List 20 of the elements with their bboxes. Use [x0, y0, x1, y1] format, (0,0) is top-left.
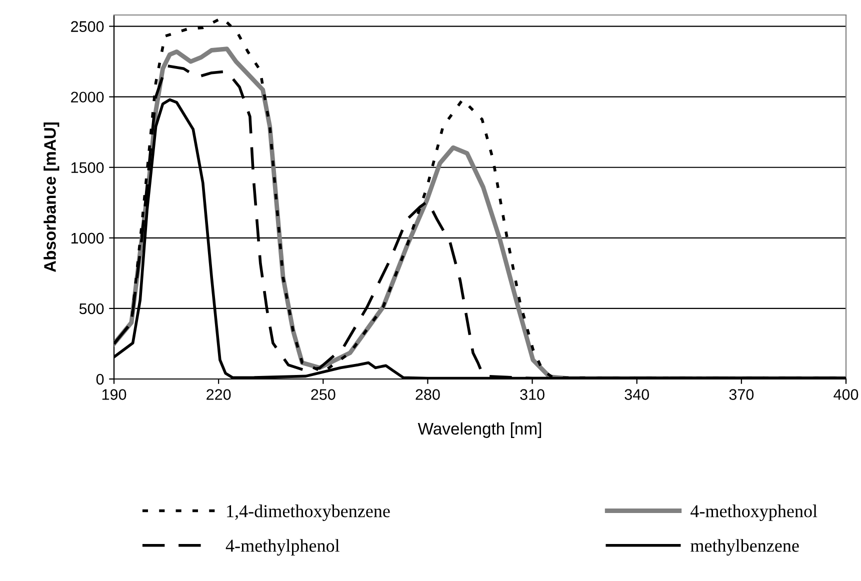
- x-tick-label: 190: [102, 389, 126, 400]
- legend-label: 4-methoxyphenol: [690, 504, 818, 521]
- y-axis-title: Absorbance [mAU]: [44, 122, 60, 272]
- x-tick-label: 310: [520, 389, 544, 400]
- y-tick-label: 2500: [71, 21, 104, 32]
- y-tick-label: 0: [96, 374, 104, 385]
- legend-label: methylbenzene: [690, 539, 799, 556]
- legend-label: 1,4-dimethoxybenzene: [227, 504, 390, 521]
- x-tick-label: 370: [729, 389, 754, 400]
- x-axis-title: Wavelength [nm]: [418, 422, 542, 438]
- x-tick-label: 280: [416, 389, 440, 400]
- y-tick-label: 500: [79, 303, 104, 314]
- y-tick-label: 2000: [71, 92, 104, 103]
- x-tick-label: 340: [624, 389, 650, 400]
- y-tick-label: 1500: [71, 162, 104, 174]
- legend-label: 4-methylphenol: [226, 539, 340, 556]
- x-tick-label: 400: [834, 389, 858, 400]
- y-tick-label: 1000: [71, 232, 104, 244]
- x-tick-label: 250: [311, 389, 336, 400]
- x-tick-label: 220: [206, 389, 231, 400]
